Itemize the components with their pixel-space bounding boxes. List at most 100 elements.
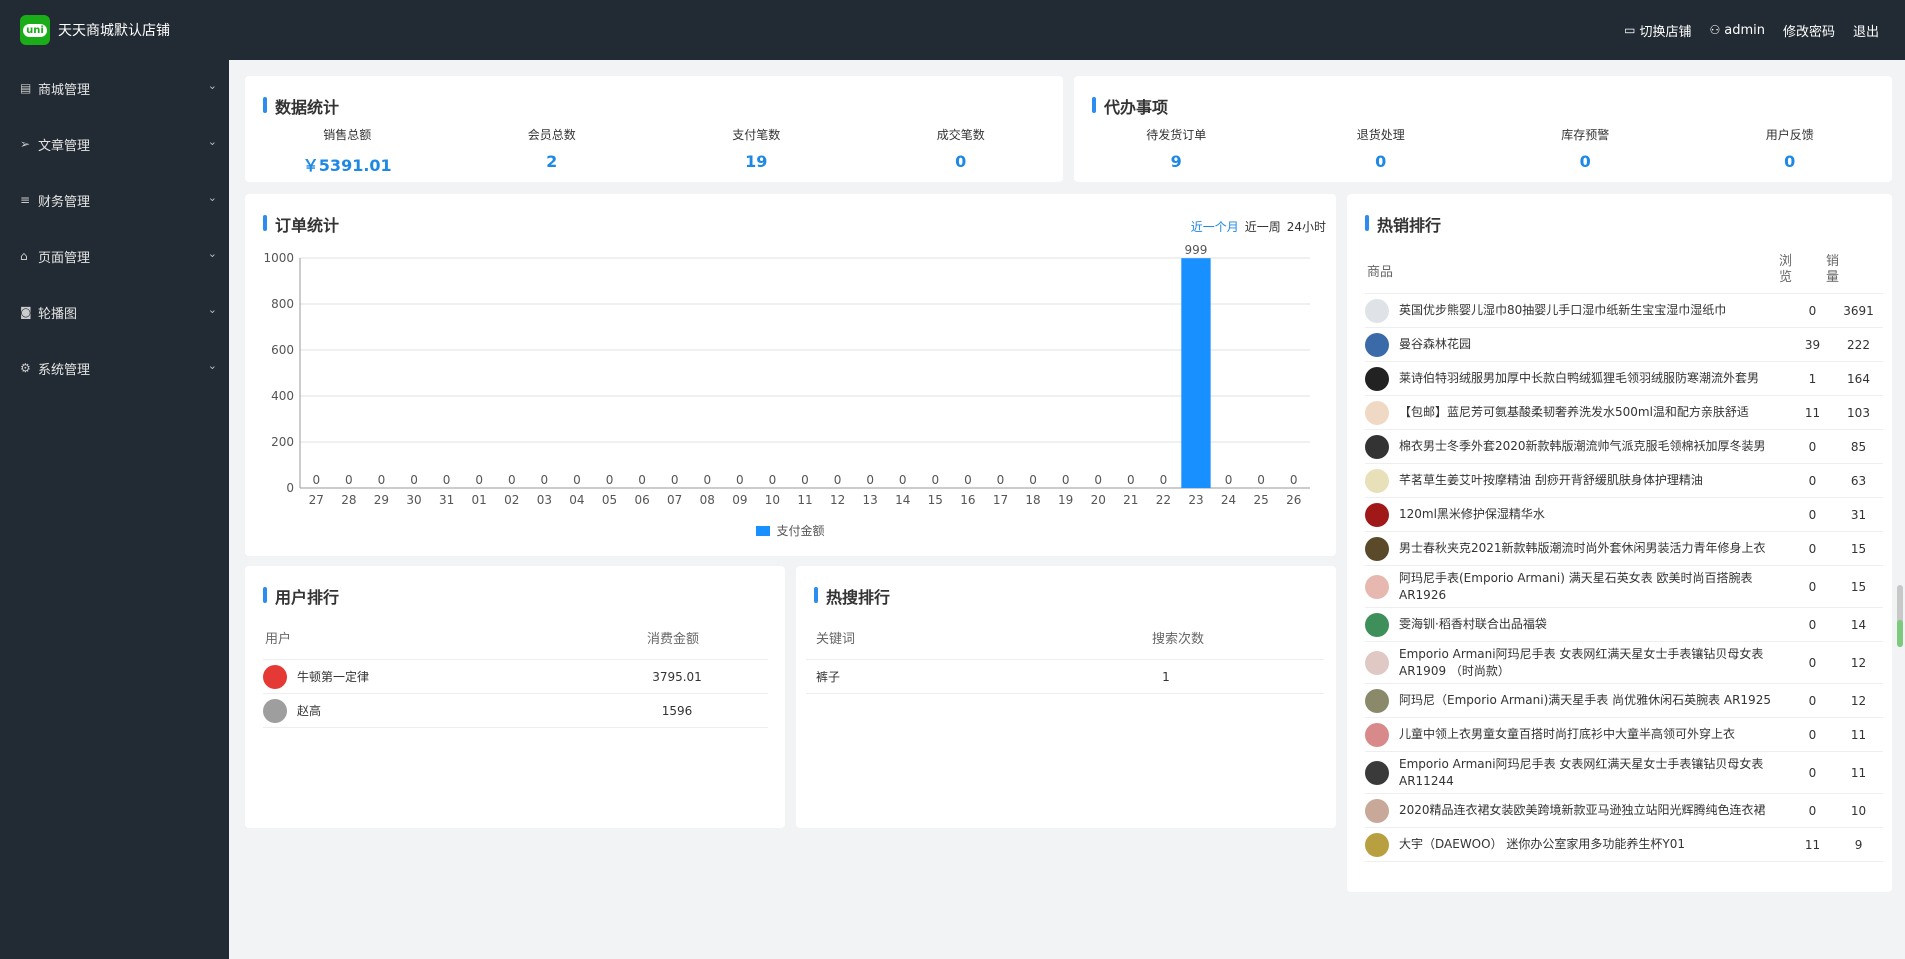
home-icon: ⌂ — [20, 249, 28, 263]
hot-product-row[interactable]: 【包邮】蓝尼芳可氨基酸柔韧奢养洗发水500ml温和配方亲肤舒适 11 103 — [1365, 396, 1883, 430]
hot-product-row[interactable]: Emporio Armani阿玛尼手表 女表网红满天星女士手表镶钻贝母女表AR1… — [1365, 642, 1883, 684]
logout-link[interactable]: 退出 — [1852, 24, 1879, 40]
data-label: 0 — [378, 473, 386, 487]
product-views: 0 — [1808, 803, 1817, 818]
product-sales: 3691 — [1843, 303, 1874, 318]
x-tick-label: 28 — [341, 493, 356, 507]
x-tick-label: 21 — [1123, 493, 1138, 507]
x-tick-label: 10 — [765, 493, 780, 507]
todo-card: 代办事项 待发货订单 9 退货处理 0 库存预警 0 用户反馈 0 — [1074, 76, 1892, 182]
stat-value: 9 — [1170, 152, 1182, 171]
product-sales: 222 — [1847, 337, 1870, 352]
sidebar-item-label: 页面管理 — [38, 250, 91, 266]
sidebar-item-carousel[interactable]: ◙ 轮播图 ⌄ — [0, 284, 229, 340]
stat-value: 0 — [1784, 152, 1796, 171]
data-label: 0 — [638, 473, 646, 487]
search-rank-card: 热搜排行 关键词 搜索次数 裤子 1 — [796, 566, 1336, 828]
product-name: 大宇（DAEWOO） 迷你办公室家用多功能养生杯Y01 — [1399, 837, 1685, 851]
x-tick-label: 09 — [732, 493, 747, 507]
product-thumbnail — [1365, 760, 1389, 785]
product-views: 0 — [1808, 727, 1817, 742]
hot-product-row[interactable]: 阿玛尼手表(Emporio Armani) 满天星石英女表 欧美时尚百搭腕表AR… — [1365, 566, 1883, 608]
hot-product-row[interactable]: 雯海钏·稻香村联合出品福袋 0 14 — [1365, 608, 1883, 642]
product-views: 0 — [1808, 655, 1817, 670]
table-row[interactable]: 裤子 1 — [806, 660, 1324, 694]
product-thumbnail — [1365, 650, 1389, 675]
table-row[interactable]: 赵高 1596 — [263, 694, 768, 728]
todo-stock-warning[interactable]: 库存预警 0 — [1483, 126, 1688, 171]
sidebar: ▤ 商城管理 ⌄ ➢ 文章管理 ⌄ ≡ 财务管理 ⌄ ⌂ 页面管理 ⌄ ◙ 轮播… — [0, 60, 229, 959]
stat-value: 2 — [546, 152, 558, 171]
tab-week[interactable]: 近一周 — [1244, 220, 1281, 234]
hot-rank-title: 热销排行 — [1365, 212, 1441, 236]
sidebar-item-articles[interactable]: ➢ 文章管理 ⌄ — [0, 116, 229, 172]
data-label: 0 — [508, 473, 516, 487]
chart-legend[interactable]: 支付金额 — [245, 522, 1336, 539]
product-views: 11 — [1804, 405, 1821, 420]
todo-feedback[interactable]: 用户反馈 0 — [1688, 126, 1893, 171]
order-chart-card: 订单统计 近一个月 近一周 24小时 0 200 400 600 800 1000 0 27 0… — [245, 194, 1336, 556]
x-tick-label: 01 — [472, 493, 487, 507]
hot-product-row[interactable]: 莱诗伯特羽绒服男加厚中长款白鸭绒狐狸毛领羽绒服防寒潮流外套男 1 164 — [1365, 362, 1883, 396]
product-views: 0 — [1808, 473, 1817, 488]
table-row[interactable]: 牛顿第一定律 3795.01 — [263, 660, 768, 694]
product-name: 【包邮】蓝尼芳可氨基酸柔韧奢养洗发水500ml温和配方亲肤舒适 — [1399, 405, 1749, 419]
tab-24h[interactable]: 24小时 — [1286, 220, 1326, 234]
product-name: 阿玛尼手表(Emporio Armani) 满天星石英女表 欧美时尚百搭腕表AR… — [1399, 570, 1753, 602]
product-views: 0 — [1808, 439, 1817, 454]
data-label: 0 — [1029, 473, 1037, 487]
x-tick-label: 14 — [895, 493, 910, 507]
stat-members-total: 会员总数 2 — [450, 126, 655, 176]
stat-label: 退货处理 — [1356, 128, 1405, 142]
change-password-link[interactable]: 修改密码 — [1782, 24, 1835, 40]
hot-product-row[interactable]: 棉衣男士冬季外套2020新款韩版潮流帅气派克服毛领棉袄加厚冬装男 0 85 — [1365, 430, 1883, 464]
hot-product-row[interactable]: 2020精品连衣裙女装欧美跨境新款亚马逊独立站阳光辉腾纯色连衣裙 0 10 — [1365, 794, 1883, 828]
hot-product-row[interactable]: 男士春秋夹克2021新款韩版潮流时尚外套休闲男装活力青年修身上衣 0 15 — [1365, 532, 1883, 566]
hot-product-row[interactable]: 曼谷森林花园 39 222 — [1365, 328, 1883, 362]
stat-label: 库存预警 — [1561, 128, 1610, 142]
product-thumbnail — [1365, 536, 1389, 561]
x-tick-label: 27 — [309, 493, 324, 507]
hot-product-row[interactable]: 芊茗草生姜艾叶按摩精油 刮痧开背舒缓肌肤身体护理精油 0 63 — [1365, 464, 1883, 498]
y-tick-label: 800 — [271, 297, 294, 311]
shop-icon: ▤ — [20, 81, 32, 95]
y-tick-label: 0 — [286, 481, 294, 495]
sidebar-item-label: 轮播图 — [38, 306, 78, 322]
data-label: 0 — [834, 473, 842, 487]
stat-payments: 支付笔数 19 — [654, 126, 859, 176]
col-product-header: 商品 — [1367, 265, 1394, 280]
data-label: 0 — [964, 473, 972, 487]
hot-product-row[interactable]: Emporio Armani阿玛尼手表 女表网红满天星女士手表镶钻贝母女表AR1… — [1365, 752, 1883, 794]
todo-pending-shipment[interactable]: 待发货订单 9 — [1074, 126, 1279, 171]
product-sales: 85 — [1850, 439, 1867, 454]
tab-month[interactable]: 近一个月 — [1190, 220, 1239, 234]
hot-product-row[interactable]: 大宇（DAEWOO） 迷你办公室家用多功能养生杯Y01 11 9 — [1365, 828, 1883, 862]
data-label: 0 — [769, 473, 777, 487]
user-menu[interactable]: ⚇ admin — [1709, 23, 1765, 38]
hot-product-row[interactable]: 120ml黑米修护保湿精华水 0 31 — [1365, 498, 1883, 532]
product-name: 男士春秋夹克2021新款韩版潮流时尚外套休闲男装活力青年修身上衣 — [1399, 541, 1766, 555]
todo-returns[interactable]: 退货处理 0 — [1279, 126, 1484, 171]
product-name: 棉衣男士冬季外套2020新款韩版潮流帅气派克服毛领棉袄加厚冬装男 — [1399, 439, 1766, 453]
page-scrollbar[interactable] — [1897, 585, 1903, 647]
hot-product-row[interactable]: 阿玛尼（Emporio Armani)满天星手表 尚优雅休闲石英腕表 AR192… — [1365, 684, 1883, 718]
data-label: 0 — [1225, 473, 1233, 487]
x-tick-label: 07 — [667, 493, 682, 507]
product-sales: 63 — [1850, 473, 1867, 488]
x-tick-label: 06 — [634, 493, 649, 507]
user-icon: ⚇ — [1709, 23, 1721, 37]
hot-product-row[interactable]: 儿童中领上衣男童女童百搭时尚打底衫中大童半高领可外穿上衣 0 11 — [1365, 718, 1883, 752]
sidebar-item-mall[interactable]: ▤ 商城管理 ⌄ — [0, 60, 229, 116]
product-sales: 14 — [1850, 617, 1867, 632]
hot-product-row[interactable]: 英国优步熊婴儿湿巾80抽婴儿手口湿巾纸新生宝宝湿巾湿纸巾 0 3691 — [1365, 294, 1883, 328]
send-icon: ➢ — [20, 137, 31, 151]
sidebar-item-pages[interactable]: ⌂ 页面管理 ⌄ — [0, 228, 229, 284]
product-sales: 15 — [1850, 579, 1867, 594]
sidebar-item-finance[interactable]: ≡ 财务管理 ⌄ — [0, 172, 229, 228]
switch-shop-link[interactable]: ▭ 切换店铺 — [1624, 21, 1691, 40]
data-label: 0 — [606, 473, 614, 487]
x-tick-label: 15 — [928, 493, 943, 507]
product-name: 儿童中领上衣男童女童百搭时尚打底衫中大童半高领可外穿上衣 — [1399, 727, 1736, 741]
sidebar-item-system[interactable]: ⚙ 系统管理 ⌄ — [0, 340, 229, 396]
data-label: 0 — [932, 473, 940, 487]
